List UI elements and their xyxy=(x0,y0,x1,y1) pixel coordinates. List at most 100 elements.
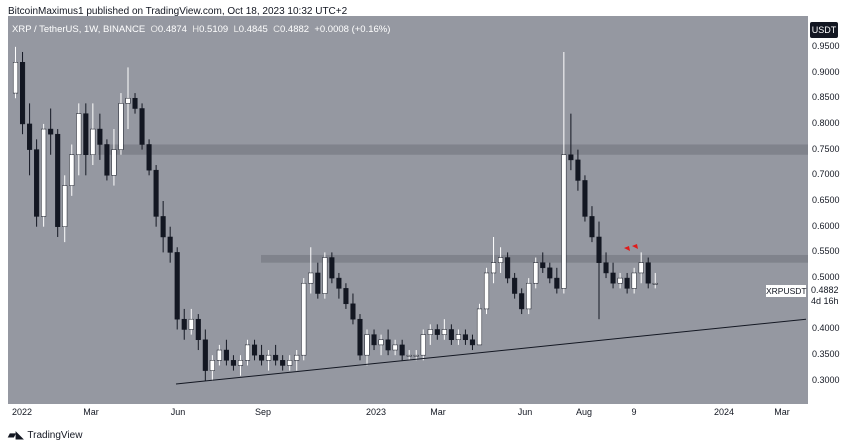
candle-body xyxy=(209,360,215,371)
candle-body xyxy=(230,360,236,366)
candle-body xyxy=(273,354,279,361)
candle-body xyxy=(167,236,173,253)
candle-body xyxy=(294,354,300,361)
candle-body xyxy=(540,262,546,269)
candle-body xyxy=(420,334,426,356)
candle-body xyxy=(610,272,616,284)
red-arrow-icon xyxy=(624,246,630,251)
candle-body xyxy=(399,344,405,356)
candle-body xyxy=(638,262,644,274)
candle-body xyxy=(237,360,244,366)
candle-body xyxy=(596,236,602,263)
candle-body xyxy=(645,262,651,284)
candle-body xyxy=(392,344,398,351)
candle-body xyxy=(378,339,384,346)
candle-body xyxy=(195,318,201,341)
candle-body xyxy=(34,149,40,217)
publisher-header: BitcoinMaximus1 published on TradingView… xyxy=(8,6,348,17)
candlestick-chart xyxy=(12,46,808,385)
candle-body xyxy=(287,360,293,366)
red-arrow-icon xyxy=(632,244,638,249)
high-key: H xyxy=(192,24,200,35)
candle-body xyxy=(139,108,145,145)
candle-body xyxy=(427,329,433,335)
candle-body xyxy=(55,133,61,227)
resistance-zone xyxy=(261,254,808,263)
candle-body xyxy=(441,329,447,335)
candle-body xyxy=(519,293,525,310)
price-tick-label: 0.9500 xyxy=(812,40,840,51)
candle-body xyxy=(308,272,314,284)
candle-body xyxy=(547,267,553,279)
price-tick-label: 0.7000 xyxy=(812,169,840,180)
brand-label: TradingView xyxy=(27,430,83,441)
candle-body xyxy=(631,272,637,289)
close-key: C xyxy=(273,24,280,35)
last-price-tag: 0.4882 4d 16h xyxy=(809,285,843,307)
candle-body xyxy=(27,123,33,150)
time-tick-label: Aug xyxy=(575,407,593,417)
footer-brand: ▰◣ TradingView xyxy=(8,430,82,441)
candle-body xyxy=(582,180,588,217)
time-tick-label: 2022 xyxy=(11,407,33,417)
resistance-zone xyxy=(98,144,808,155)
candle-body xyxy=(280,360,286,366)
candle-body xyxy=(315,272,321,294)
candle-body xyxy=(617,277,623,284)
price-tick-label: 0.6500 xyxy=(812,195,840,205)
price-tick-label: 0.7500 xyxy=(812,143,840,154)
candle-body xyxy=(90,128,96,156)
candle-body xyxy=(568,154,574,161)
price-tick-label: 0.3500 xyxy=(812,349,840,360)
low-value: 0.4845 xyxy=(238,24,268,35)
candle-body xyxy=(603,262,609,274)
candle-body xyxy=(462,334,468,341)
candle-body xyxy=(371,334,377,346)
candle-body xyxy=(174,252,180,320)
candle-body xyxy=(104,144,110,176)
candle-body xyxy=(533,262,539,284)
ohlc-legend: XRP / TetherUS, 1W, BINANCE O0.4874 H0.5… xyxy=(12,24,390,35)
candle-body xyxy=(624,277,630,289)
ascending-support-trendline xyxy=(175,318,807,385)
candle-body xyxy=(434,329,440,335)
candle-body xyxy=(153,169,159,217)
candle-body xyxy=(413,354,419,357)
time-tick-label: 2024 xyxy=(713,407,735,417)
price-tick-label: 0.5000 xyxy=(812,272,840,283)
candle-body xyxy=(575,159,581,181)
price-tick-label: 0.8000 xyxy=(812,117,840,128)
candle-body xyxy=(202,339,208,371)
time-tick-label: Mar xyxy=(430,407,446,417)
currency-button[interactable]: USDT xyxy=(810,22,838,38)
time-tick-label: Sep xyxy=(254,407,272,417)
candle-body xyxy=(223,349,229,361)
candle-body xyxy=(498,257,504,263)
candle-body xyxy=(62,185,68,227)
price-tick-label: 0.8500 xyxy=(812,92,840,103)
price-axis[interactable]: 0.30000.35000.40000.45000.50000.55000.60… xyxy=(808,16,850,404)
candle-body xyxy=(251,344,258,356)
candle-body xyxy=(118,103,124,150)
time-axis[interactable]: 2022 Mar Jun Sep 2023 Mar Jun Aug 9 2024 Mar xyxy=(8,404,808,422)
close-value: 0.4882 xyxy=(279,24,310,35)
time-tick-label: 2023 xyxy=(365,407,387,417)
symbol-price-tag: XRPUSDT xyxy=(766,285,807,297)
candle-body xyxy=(266,354,272,361)
candle-body xyxy=(512,277,518,294)
candle-body xyxy=(505,257,511,279)
candle-body xyxy=(125,97,131,104)
candle-body xyxy=(589,216,595,238)
candle-body xyxy=(259,354,265,361)
bar-countdown: 4d 16h xyxy=(811,296,839,306)
chart-plot-area[interactable]: XRP / TetherUS, 1W, BINANCE O0.4874 H0.5… xyxy=(8,16,808,404)
candle-body xyxy=(469,339,476,346)
price-tick-label: 0.3000 xyxy=(812,374,840,385)
price-tick-label: 0.4000 xyxy=(812,323,840,334)
candle-body xyxy=(455,334,461,341)
time-tick-label: 9 xyxy=(631,407,637,417)
time-tick-label: Jun xyxy=(517,407,533,417)
change-value: +0.0008 (+0.16%) xyxy=(314,24,391,35)
symbol-label: XRP / TetherUS, 1W, BINANCE xyxy=(12,24,146,35)
candle-body xyxy=(19,62,26,125)
